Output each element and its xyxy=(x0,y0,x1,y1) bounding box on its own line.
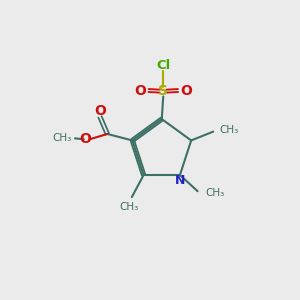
Text: CH₃: CH₃ xyxy=(220,125,239,135)
Text: S: S xyxy=(158,84,168,98)
Text: O: O xyxy=(180,83,192,98)
Text: O: O xyxy=(94,104,106,118)
Text: N: N xyxy=(175,174,185,187)
Text: CH₃: CH₃ xyxy=(119,202,139,212)
Text: CH₃: CH₃ xyxy=(52,133,71,143)
Text: O: O xyxy=(134,83,146,98)
Text: O: O xyxy=(80,132,92,146)
Text: CH₃: CH₃ xyxy=(205,188,224,198)
Text: Cl: Cl xyxy=(156,59,170,72)
